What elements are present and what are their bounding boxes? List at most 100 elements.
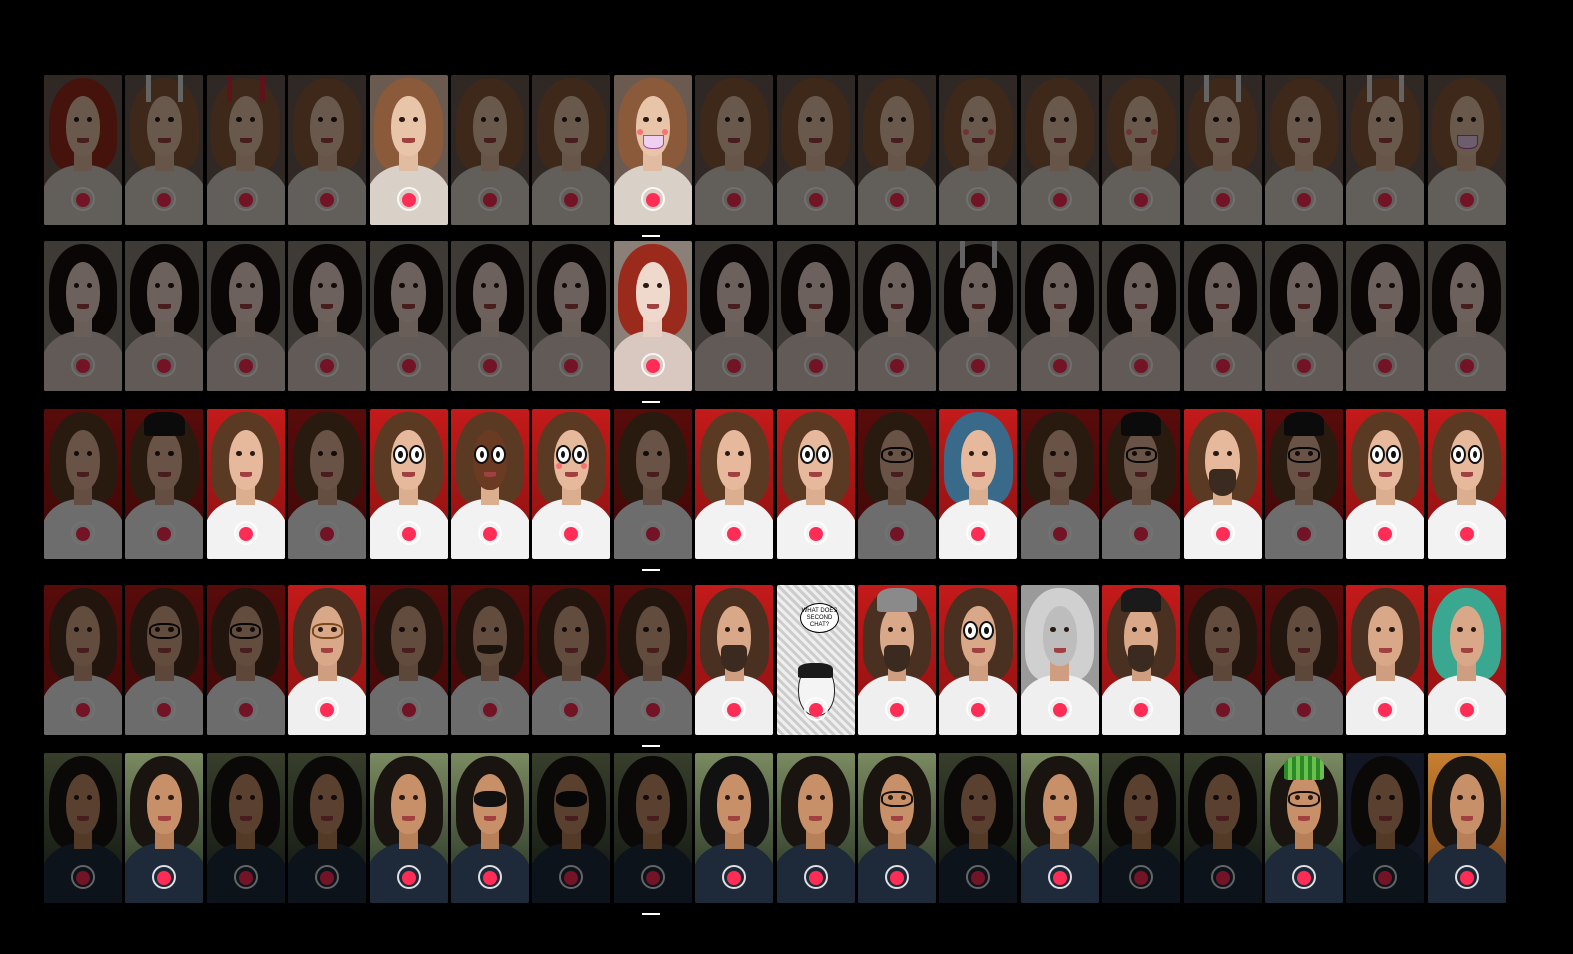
effect-preview-headdress[interactable] [125, 409, 204, 559]
effect-preview-plain[interactable] [776, 241, 855, 391]
record-button[interactable] [76, 703, 90, 717]
effect-preview-warm-filter[interactable] [1427, 753, 1506, 903]
record-button[interactable] [1297, 359, 1311, 373]
effect-preview-plain[interactable] [613, 409, 692, 559]
effect-preview-plain[interactable] [44, 241, 122, 391]
effect-preview-teeth-mouth[interactable] [613, 75, 692, 225]
record-button[interactable] [1459, 527, 1474, 541]
record-button[interactable] [1459, 359, 1474, 373]
effect-preview-cigarette[interactable] [369, 753, 448, 903]
effect-preview-gem[interactable] [695, 241, 774, 391]
effect-preview-curly-hair[interactable] [695, 753, 774, 903]
effect-preview-plain[interactable] [369, 585, 448, 735]
record-button[interactable] [1052, 527, 1067, 541]
record-button[interactable] [1459, 193, 1474, 207]
effect-preview-plain[interactable] [776, 753, 855, 903]
record-button[interactable] [401, 871, 416, 885]
effect-preview-aviators[interactable] [451, 753, 529, 903]
effect-preview-cartoon-light[interactable] [369, 409, 448, 559]
effect-preview-tortoise-glasses[interactable] [288, 585, 367, 735]
effect-preview-plain[interactable] [125, 753, 204, 903]
record-button[interactable] [1297, 871, 1311, 885]
effect-preview-chin-morph[interactable] [369, 75, 448, 225]
record-button[interactable] [971, 703, 986, 717]
effect-preview-flowers[interactable] [125, 241, 204, 391]
effect-preview-scarf-glasses[interactable] [125, 585, 204, 735]
effect-preview-statue[interactable] [1020, 585, 1099, 735]
effect-preview-plain[interactable] [1183, 241, 1262, 391]
effect-preview-viking[interactable] [858, 585, 936, 735]
effect-preview-flower-crown[interactable] [451, 75, 529, 225]
record-button[interactable] [1378, 703, 1393, 717]
effect-preview-round-glasses[interactable] [858, 753, 936, 903]
effect-preview-anime-boy[interactable] [776, 409, 855, 559]
effect-preview-plain[interactable] [532, 241, 611, 391]
effect-preview-watermelon-hat[interactable] [1265, 753, 1343, 903]
effect-preview-floral-border[interactable] [206, 241, 285, 391]
effect-preview-hat-glasses[interactable] [1102, 409, 1181, 559]
record-button[interactable] [401, 527, 416, 541]
record-button[interactable] [1215, 193, 1230, 207]
record-button[interactable] [238, 527, 253, 541]
record-button[interactable] [890, 703, 904, 717]
record-button[interactable] [401, 703, 416, 717]
record-button[interactable] [1052, 193, 1067, 207]
record-button[interactable] [1215, 871, 1230, 885]
effect-preview-mustache[interactable] [451, 585, 529, 735]
effect-preview-plain[interactable] [206, 409, 285, 559]
effect-preview-plain[interactable] [44, 753, 122, 903]
effect-preview-tattoo[interactable] [44, 585, 122, 735]
effect-preview-whiskers[interactable] [939, 75, 1018, 225]
record-button[interactable] [1052, 703, 1067, 717]
record-button[interactable] [645, 703, 660, 717]
effect-preview-plain[interactable] [1346, 241, 1425, 391]
record-button[interactable] [808, 703, 823, 717]
effect-preview-plain[interactable] [206, 753, 285, 903]
record-button[interactable] [1459, 703, 1474, 717]
effect-preview-plain[interactable] [288, 409, 367, 559]
record-button[interactable] [401, 359, 416, 373]
effect-preview-plain[interactable] [613, 585, 692, 735]
effect-preview-bunny[interactable] [939, 241, 1018, 391]
effect-preview-comic[interactable]: WHAT DOES SECOND CHAT? [776, 585, 855, 735]
effect-preview-googly-eyes[interactable] [1346, 409, 1425, 559]
record-button[interactable] [483, 527, 497, 541]
record-button[interactable] [1378, 527, 1393, 541]
effect-preview-plain[interactable] [1020, 241, 1099, 391]
record-button[interactable] [238, 703, 253, 717]
record-button[interactable] [727, 527, 742, 541]
record-button[interactable] [76, 871, 90, 885]
effect-preview-beard[interactable] [1183, 409, 1262, 559]
effect-preview-plain[interactable] [288, 75, 367, 225]
effect-preview-blush[interactable] [1102, 75, 1181, 225]
record-button[interactable] [1052, 871, 1067, 885]
record-button[interactable] [401, 193, 416, 207]
effect-preview-anime-green[interactable] [1427, 585, 1506, 735]
record-button[interactable] [1215, 703, 1230, 717]
effect-preview-plain[interactable] [1265, 241, 1343, 391]
record-button[interactable] [890, 871, 904, 885]
record-button[interactable] [890, 359, 904, 373]
record-button[interactable] [727, 871, 742, 885]
effect-preview-fedora-glasses[interactable] [1265, 409, 1343, 559]
record-button[interactable] [76, 193, 90, 207]
record-button[interactable] [645, 527, 660, 541]
record-button[interactable] [320, 703, 335, 717]
effect-preview-glasses[interactable] [858, 409, 936, 559]
effect-preview-cartoon-dark[interactable] [451, 409, 529, 559]
effect-preview-plain[interactable] [288, 753, 367, 903]
effect-preview-plain[interactable] [1427, 241, 1506, 391]
effect-preview-cat-outline[interactable] [1346, 75, 1425, 225]
effect-preview-plain[interactable] [1020, 409, 1099, 559]
effect-preview-tiara[interactable] [858, 241, 936, 391]
effect-preview-plain[interactable] [695, 409, 774, 559]
effect-preview-tiara[interactable] [858, 75, 936, 225]
effect-preview-plain[interactable] [776, 75, 855, 225]
record-button[interactable] [971, 527, 986, 541]
effect-preview-plain[interactable] [1265, 75, 1343, 225]
record-button[interactable] [483, 359, 497, 373]
record-button[interactable] [483, 871, 497, 885]
effect-preview-round-shades[interactable] [532, 753, 611, 903]
effect-preview-gem[interactable] [1102, 241, 1181, 391]
record-button[interactable] [645, 871, 660, 885]
